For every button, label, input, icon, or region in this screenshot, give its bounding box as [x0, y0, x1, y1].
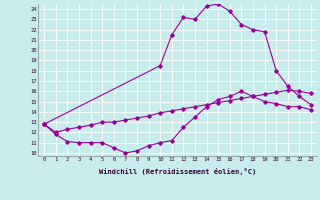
X-axis label: Windchill (Refroidissement éolien,°C): Windchill (Refroidissement éolien,°C) [99, 168, 256, 175]
